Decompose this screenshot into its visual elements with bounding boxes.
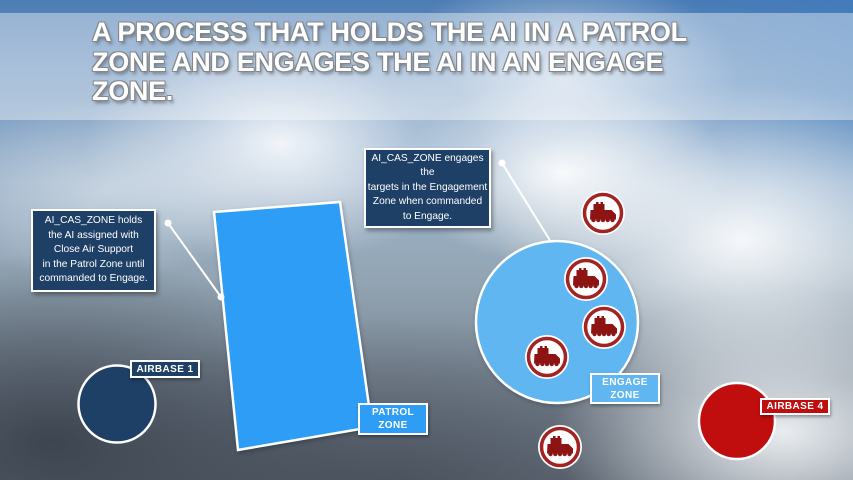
patrol-zone-shape <box>212 200 374 452</box>
title-band <box>0 13 853 120</box>
slide-title: A PROCESS THAT HOLDS THE AI IN A PATROL … <box>92 17 687 107</box>
patrol-callout: AI_CAS_ZONE holds the AI assigned with C… <box>31 209 156 292</box>
target-icon <box>536 423 584 471</box>
airbase1-shape <box>77 364 157 444</box>
engage-callout: AI_CAS_ZONE engages the targets in the E… <box>364 148 491 228</box>
patrol-zone-label: PATROL ZONE <box>358 403 428 435</box>
engage-zone-label: ENGAGE ZONE <box>590 373 660 404</box>
airbase1-label: AIRBASE 1 <box>130 360 200 378</box>
target-icon <box>523 333 571 381</box>
airbase4-label: AIRBASE 4 <box>760 398 830 415</box>
target-icon <box>562 255 610 303</box>
airbase4-shape <box>697 381 777 461</box>
target-icon <box>579 189 627 237</box>
engage-callout-connector <box>498 159 552 243</box>
target-icon <box>580 303 628 351</box>
patrol-callout-connector <box>164 219 225 301</box>
